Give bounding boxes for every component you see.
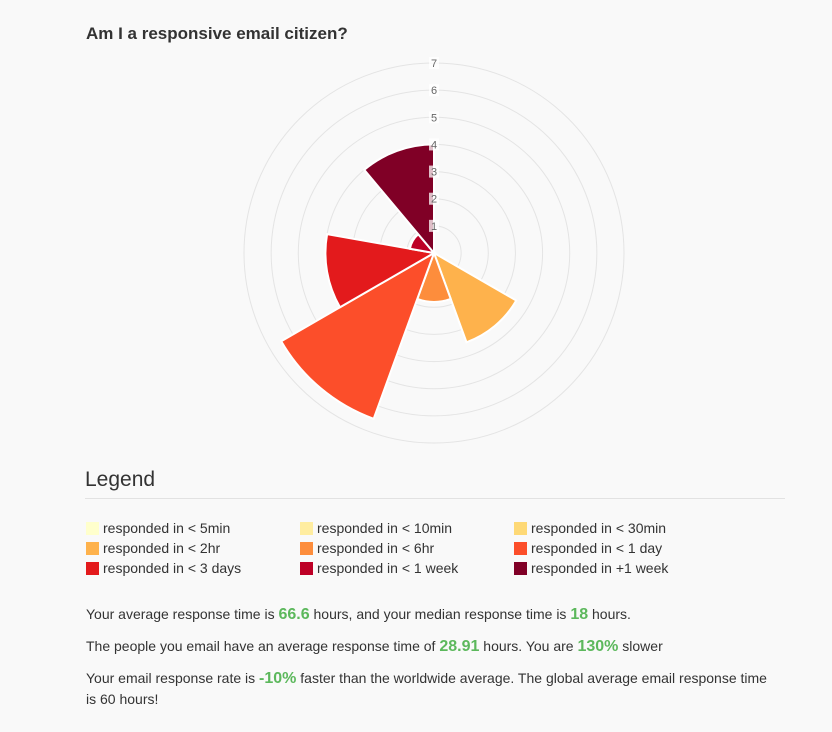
legend-swatch	[514, 521, 527, 535]
tick-label-backdrop	[429, 84, 439, 97]
radial-tick-label: 2	[431, 194, 437, 206]
tick-label-backdrop	[429, 111, 439, 124]
tick-label-backdrop	[429, 219, 439, 232]
legend-swatch	[86, 541, 99, 555]
legend: responded in < 5min responded in < 10min…	[86, 520, 736, 576]
legend-swatch	[300, 521, 313, 535]
legend-swatch	[514, 561, 527, 575]
polar-segment	[362, 143, 435, 256]
legend-label: responded in < 5min	[103, 520, 231, 536]
stats-text: The people you email have an average res…	[86, 638, 440, 654]
tick-label-backdrop	[429, 192, 439, 205]
legend-swatch	[300, 561, 313, 575]
average-response-value: 66.6	[278, 606, 310, 623]
radial-tick-label: 4	[431, 139, 437, 151]
worldwide-percent-value: -10%	[259, 670, 297, 687]
legend-label: responded in < 1 day	[531, 540, 663, 556]
legend-item: responded in < 1 day	[514, 540, 728, 556]
legend-label: responded in +1 week	[531, 560, 669, 576]
radial-tick-label: 3	[431, 167, 437, 179]
radial-tick-label: 7	[431, 58, 437, 70]
polar-segment	[324, 232, 437, 309]
stats-text: Your average response time is	[86, 606, 279, 622]
stats-text: faster than the worldwide average. The g…	[86, 670, 767, 707]
stats-text: Your email response rate is	[86, 670, 260, 686]
tick-label-backdrop	[429, 57, 439, 69]
radial-tick-label: 5	[431, 112, 437, 124]
legend-item: responded in < 10min	[300, 520, 514, 536]
legend-label: responded in < 10min	[317, 520, 453, 536]
others-average-value: 28.91	[439, 638, 480, 655]
chart-title: Am I a responsive email citizen?	[86, 24, 348, 43]
stats-line-others: The people you email have an average res…	[86, 636, 776, 657]
legend-label: responded in < 3 days	[103, 560, 242, 576]
legend-swatch	[86, 521, 99, 535]
legend-heading: Legend	[85, 468, 156, 491]
polar-segment	[279, 250, 436, 421]
radial-tick-label: 1	[431, 221, 437, 233]
polar-segment	[432, 250, 518, 344]
median-response-value: 18	[570, 606, 589, 623]
legend-label: responded in < 30min	[531, 520, 667, 536]
radial-tick-label: 6	[431, 85, 437, 97]
stats-line-worldwide: Your email response rate is -10% faster …	[86, 668, 776, 709]
legend-swatch	[300, 541, 313, 555]
legend-label: responded in < 2hr	[103, 540, 221, 556]
stats-text: hours, and your median response time is	[309, 606, 571, 622]
legend-label: responded in < 1 week	[317, 560, 459, 576]
tick-label-backdrop	[429, 138, 439, 151]
legend-swatch	[86, 561, 99, 575]
legend-item: responded in +1 week	[514, 560, 728, 576]
legend-item: responded in < 2hr	[86, 540, 300, 556]
stats-text: slower	[618, 638, 663, 654]
legend-item: responded in < 5min	[86, 520, 300, 536]
legend-item: responded in < 3 days	[86, 560, 300, 576]
stats-text: hours.	[588, 606, 631, 622]
legend-divider	[85, 498, 785, 499]
legend-label: responded in < 6hr	[317, 540, 435, 556]
legend-item: responded in < 30min	[514, 520, 728, 536]
legend-swatch	[514, 541, 527, 555]
polar-area-chart: 1 2 3 4 5 6 7	[243, 57, 625, 444]
response-stats: Your average response time is 66.6 hours…	[86, 604, 776, 720]
legend-item: responded in < 6hr	[300, 540, 514, 556]
tick-label-backdrop	[429, 165, 439, 178]
slower-percent-value: 130%	[577, 638, 619, 655]
stats-text: hours. You are	[479, 638, 578, 654]
legend-item: responded in < 1 week	[300, 560, 514, 576]
stats-line-average: Your average response time is 66.6 hours…	[86, 604, 776, 625]
